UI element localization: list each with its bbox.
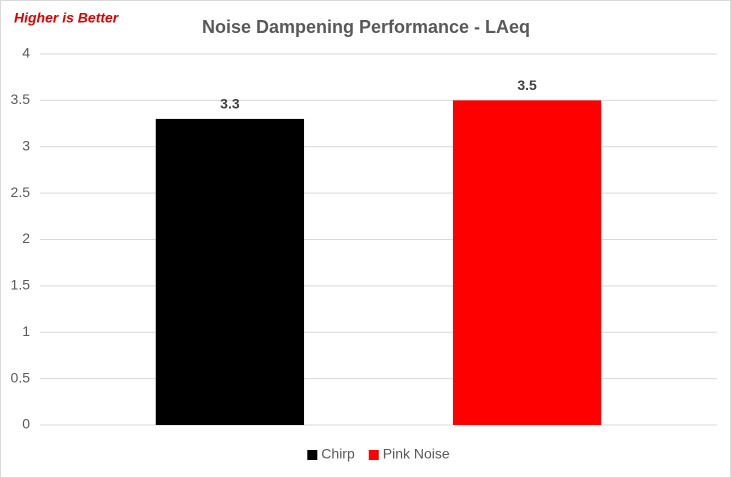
y-tick-label: 0.5 xyxy=(11,369,31,385)
chart-title: Noise Dampening Performance - LAeq xyxy=(202,17,530,37)
y-tick-label: 3 xyxy=(22,137,30,153)
y-tick-label: 2.5 xyxy=(11,184,31,200)
data-label: 3.5 xyxy=(517,77,537,93)
legend-label: Pink Noise xyxy=(383,446,450,462)
y-tick-label: 3.5 xyxy=(11,91,31,107)
legend-swatch xyxy=(368,450,379,460)
y-tick-label: 0 xyxy=(22,416,30,432)
annotation: Higher is Better xyxy=(14,10,120,26)
bar xyxy=(452,100,602,425)
y-tick-label: 1 xyxy=(22,323,30,339)
y-tick-label: 4 xyxy=(22,45,30,61)
y-tick-label: 1.5 xyxy=(11,277,31,293)
legend-label: Chirp xyxy=(321,446,355,462)
y-tick-label: 2 xyxy=(22,230,30,246)
legend: Chirp Pink Noise xyxy=(307,446,450,462)
data-label: 3.3 xyxy=(220,96,240,112)
bar xyxy=(155,118,305,426)
legend-swatch xyxy=(307,450,318,460)
